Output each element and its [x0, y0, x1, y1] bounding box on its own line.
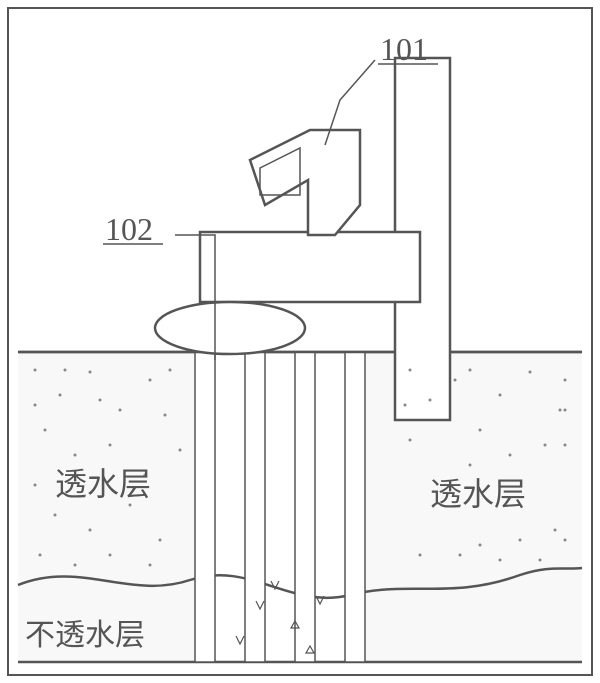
pile-gap	[315, 352, 345, 662]
speckle	[544, 444, 547, 447]
speckle	[64, 369, 67, 372]
speckle	[119, 409, 122, 412]
label-text: 不透水层	[25, 619, 145, 652]
speckle	[149, 379, 152, 382]
pile-3	[345, 352, 365, 662]
speckle	[564, 379, 567, 382]
speckle	[459, 554, 462, 557]
speckle	[479, 429, 482, 432]
speckle	[149, 564, 152, 567]
speckle	[159, 539, 162, 542]
speckle	[479, 544, 482, 547]
speckle	[539, 559, 542, 562]
speckle	[469, 369, 472, 372]
label-text: 透水层	[55, 466, 151, 502]
pile-2	[295, 352, 315, 662]
speckle	[499, 559, 502, 562]
speckle	[109, 554, 112, 557]
speckle	[129, 504, 132, 507]
speckle	[99, 399, 102, 402]
speckle	[564, 444, 567, 447]
pile-gap	[265, 352, 295, 662]
speckle	[529, 371, 532, 374]
speckle	[54, 514, 57, 517]
speckle	[39, 554, 42, 557]
speckle	[509, 454, 512, 457]
speckle	[89, 371, 92, 374]
machine-track	[155, 302, 305, 354]
speckle	[499, 394, 502, 397]
speckle	[74, 454, 77, 457]
ground-left	[18, 352, 195, 662]
speckle	[519, 539, 522, 542]
pile-1	[245, 352, 265, 662]
speckle	[169, 369, 172, 372]
label-text: 101	[380, 31, 428, 67]
speckle	[109, 444, 112, 447]
label-text: 透水层	[430, 476, 526, 512]
speckle	[409, 439, 412, 442]
speckle	[409, 369, 412, 372]
speckle	[74, 564, 77, 567]
speckle	[404, 404, 407, 407]
speckle	[34, 369, 37, 372]
speckle	[34, 404, 37, 407]
speckle	[419, 554, 422, 557]
speckle	[554, 529, 557, 532]
speckle	[89, 529, 92, 532]
speckle	[564, 409, 567, 412]
pile-gap	[215, 352, 245, 662]
speckle	[179, 449, 182, 452]
speckle	[164, 414, 167, 417]
speckle	[59, 394, 62, 397]
speckle	[469, 464, 472, 467]
machine-cab	[250, 130, 360, 235]
machine-body	[200, 232, 420, 302]
speckle	[559, 409, 562, 412]
speckle	[34, 484, 37, 487]
label-text: 102	[105, 211, 153, 247]
speckle	[429, 399, 432, 402]
speckle	[564, 539, 567, 542]
speckle	[44, 429, 47, 432]
speckle	[454, 379, 457, 382]
pile-0	[195, 352, 215, 662]
